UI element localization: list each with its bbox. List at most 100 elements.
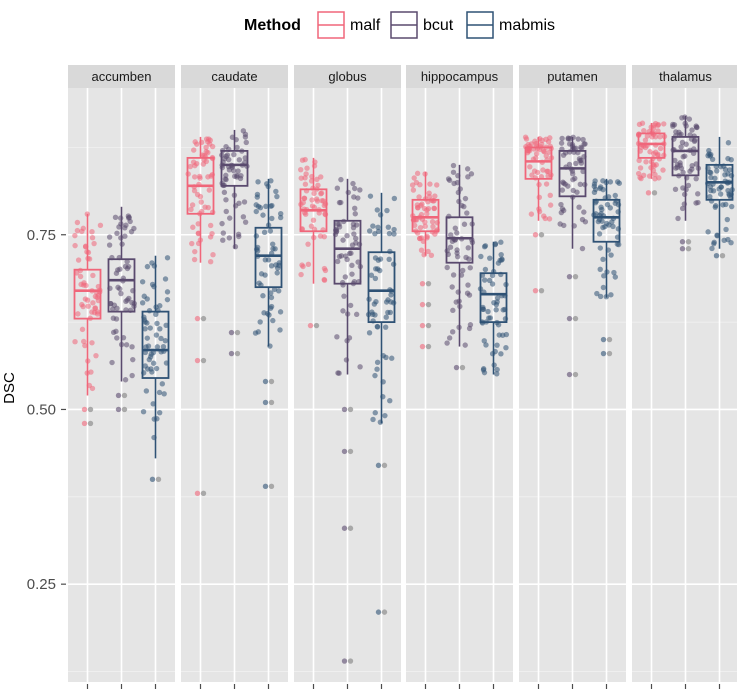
data-point: [163, 322, 169, 329]
data-point: [74, 219, 81, 226]
outlier-point: [347, 448, 354, 455]
data-point: [72, 242, 78, 249]
data-point: [384, 207, 390, 214]
data-point: [712, 203, 719, 209]
data-point: [338, 253, 345, 259]
data-point: [299, 262, 305, 268]
data-point: [335, 370, 341, 376]
data-point: [236, 200, 242, 206]
data-point: [190, 159, 197, 165]
outlier-point: [228, 350, 235, 357]
data-point: [302, 156, 308, 163]
data-point: [652, 176, 658, 182]
data-point: [164, 289, 171, 295]
data-point: [459, 202, 465, 209]
data-point: [600, 284, 607, 291]
data-point: [208, 173, 214, 179]
data-point: [122, 263, 129, 270]
outlier-point: [685, 239, 692, 245]
outlier-point: [341, 525, 348, 531]
data-point: [567, 135, 573, 142]
outlier-point: [713, 253, 720, 259]
box-iqr: [524, 146, 553, 180]
data-point: [431, 205, 438, 212]
data-point: [114, 335, 120, 341]
data-point: [269, 241, 276, 247]
facet-label-hippocampus: hippocampus: [421, 69, 499, 84]
data-point: [231, 151, 237, 158]
data-point: [678, 144, 684, 150]
data-point: [674, 161, 681, 168]
data-point: [301, 195, 308, 201]
data-point: [117, 215, 124, 221]
outlier-point: [81, 406, 88, 413]
outlier-point: [606, 350, 613, 357]
data-point: [582, 141, 588, 147]
data-point: [209, 143, 216, 150]
data-point: [417, 224, 424, 231]
data-point: [450, 272, 457, 278]
data-point: [383, 314, 389, 320]
data-point: [162, 276, 169, 282]
data-point: [422, 219, 428, 225]
outlier-point: [149, 476, 156, 483]
data-point: [372, 275, 379, 282]
data-point: [636, 157, 642, 164]
data-point: [258, 271, 265, 277]
outlier-point: [200, 490, 207, 497]
box-iqr: [254, 226, 283, 289]
data-point: [546, 216, 553, 222]
data-point: [672, 186, 679, 193]
data-point: [481, 338, 487, 344]
data-point: [342, 274, 349, 280]
data-point: [117, 286, 123, 292]
data-point: [349, 262, 355, 269]
data-point: [608, 252, 614, 258]
data-point: [389, 355, 395, 361]
data-point: [341, 293, 347, 299]
data-point: [75, 311, 81, 317]
box-iqr: [141, 310, 170, 379]
data-point: [487, 255, 493, 261]
data-point: [599, 206, 605, 213]
data-point: [725, 171, 731, 177]
data-point: [89, 235, 96, 241]
data-point: [90, 272, 96, 279]
data-point: [643, 159, 649, 165]
data-point: [580, 168, 586, 175]
data-point: [461, 221, 468, 227]
data-point: [235, 168, 241, 174]
outlier-point: [194, 490, 201, 497]
data-point: [80, 303, 86, 310]
data-point: [465, 174, 471, 180]
data-point: [575, 136, 581, 142]
facet-label-accumben: accumben: [92, 69, 152, 84]
facet-panel-caudate: [181, 65, 288, 689]
data-point: [372, 410, 378, 416]
data-point: [683, 141, 689, 147]
data-point: [114, 305, 120, 312]
data-point: [194, 141, 200, 147]
outlier-point: [228, 329, 235, 336]
data-point: [255, 179, 261, 185]
data-point: [533, 151, 540, 157]
data-point: [385, 224, 392, 230]
facet-strip: [519, 65, 626, 88]
data-point: [298, 166, 304, 173]
facet-label-caudate: caudate: [211, 69, 257, 84]
data-point: [366, 330, 373, 336]
data-point: [494, 342, 500, 348]
data-point: [657, 134, 663, 140]
legend: Method malf bcut mabmis: [244, 11, 555, 39]
data-point: [261, 310, 267, 316]
box-iqr: [220, 149, 249, 187]
box-iqr: [411, 198, 440, 233]
data-point: [150, 401, 156, 407]
data-point: [318, 174, 324, 180]
data-point: [444, 340, 450, 346]
data-point: [494, 366, 500, 373]
outlier-point: [347, 525, 354, 531]
data-point: [373, 266, 379, 272]
data-point: [694, 124, 700, 131]
data-point: [334, 334, 340, 340]
